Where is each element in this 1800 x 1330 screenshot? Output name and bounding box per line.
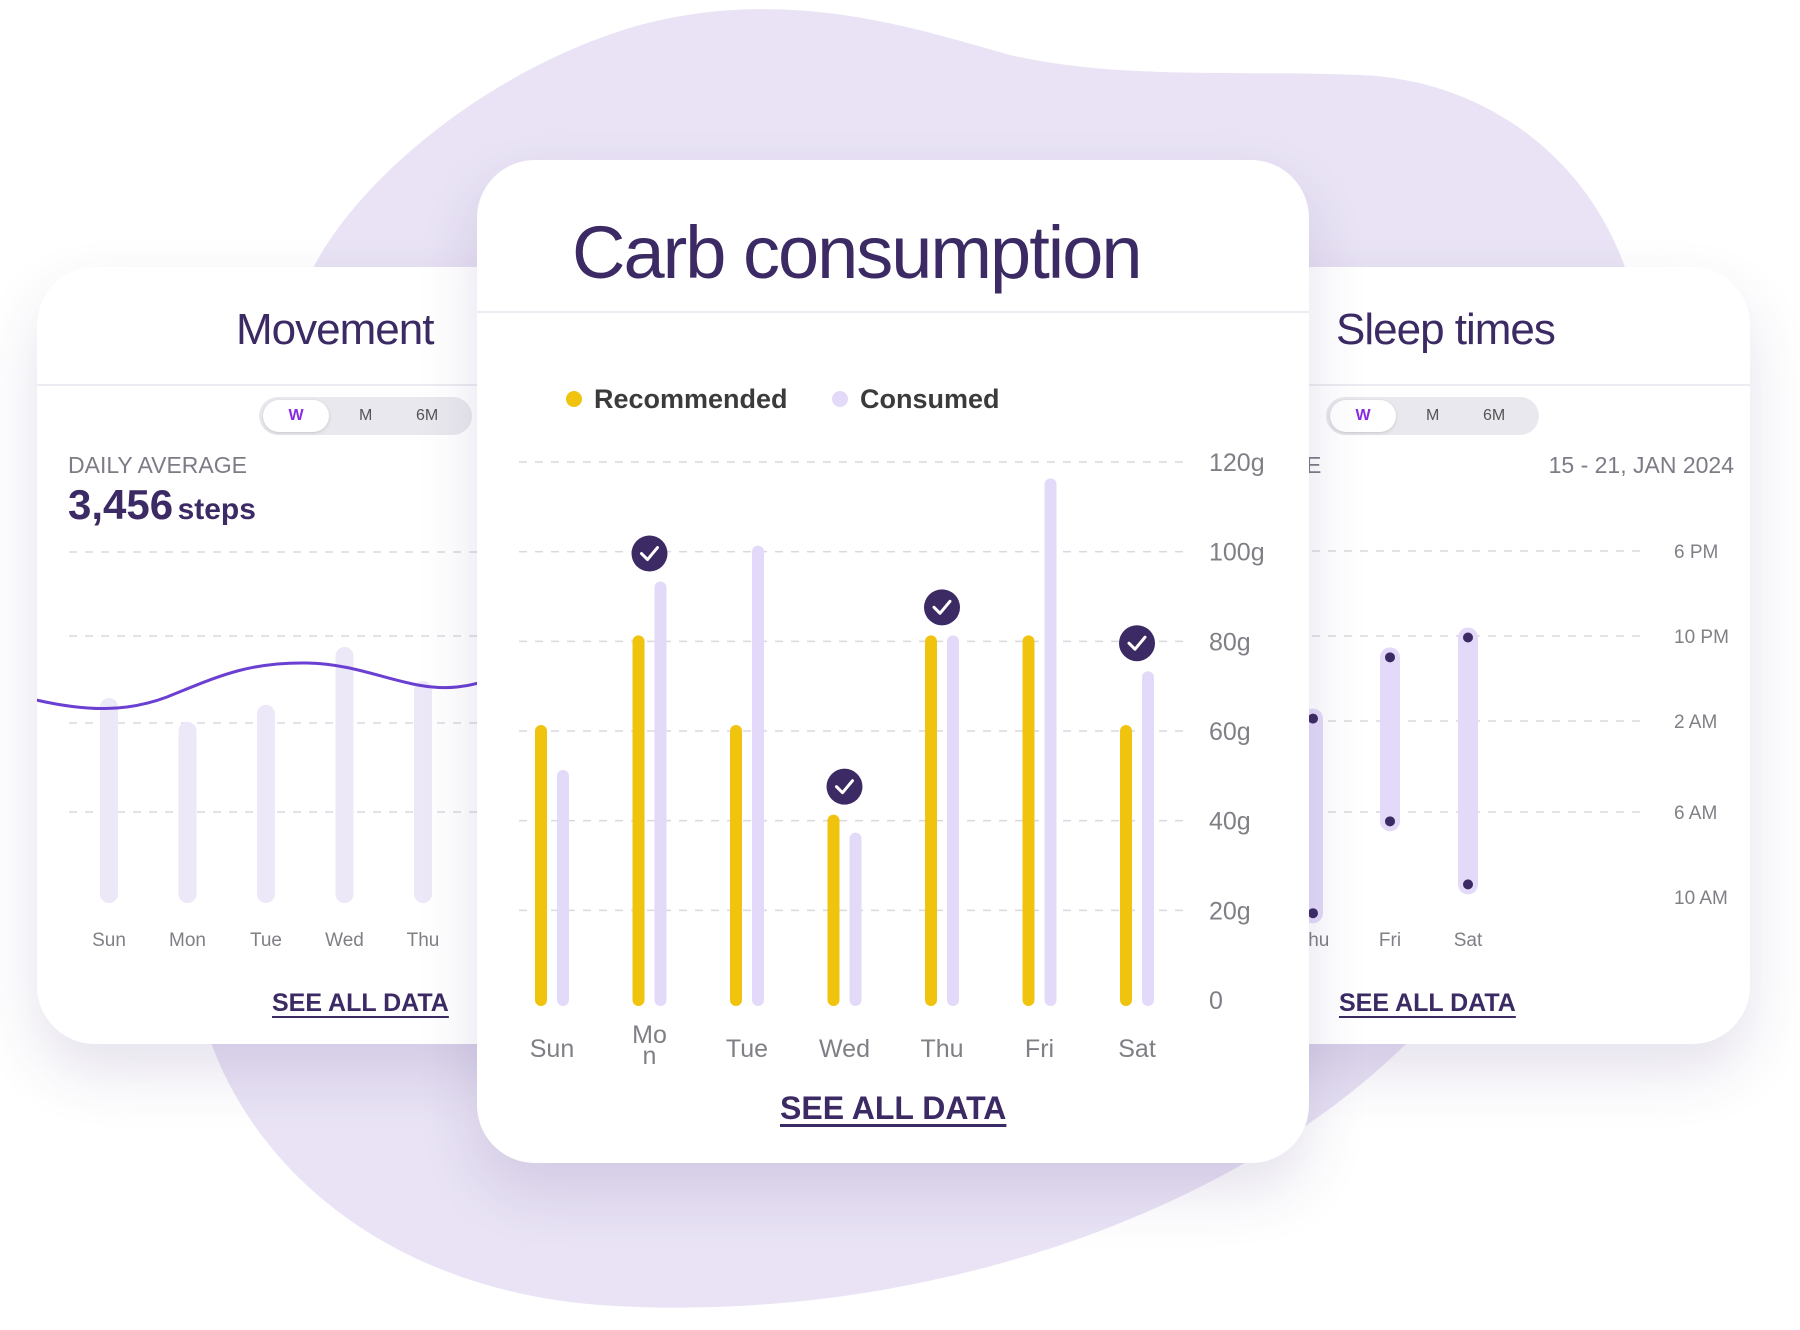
- carb-day-label: n: [643, 1042, 657, 1070]
- carb-ytick-label: 40g: [1209, 808, 1251, 836]
- movement-day-label: Thu: [407, 930, 440, 951]
- movement-day-label: Sun: [92, 930, 126, 951]
- daily-average-label: DAILY AVERAGE: [68, 452, 247, 478]
- carb-ytick-label: 0: [1209, 987, 1223, 1015]
- sleep-title: Sleep times: [1336, 305, 1556, 354]
- carb-day-label: Mo: [632, 1021, 667, 1049]
- sleep-period-selector: W M 6M: [1326, 397, 1539, 435]
- sleep-end-dot: [1463, 879, 1473, 890]
- carb-divider: [477, 311, 1309, 313]
- carb-day-label: Fri: [1025, 1035, 1054, 1063]
- movement-tab-w[interactable]: W: [263, 400, 329, 432]
- movement-day-label: Tue: [250, 930, 282, 951]
- sleep-start-dot: [1308, 713, 1318, 724]
- carb-chart: Recommended Consumed 0 20g 40g 60g 80g 100g 120…: [519, 384, 1265, 1070]
- legend-consumed-label: Consumed: [860, 384, 1000, 414]
- carb-day-label: Sat: [1118, 1035, 1156, 1063]
- sleep-time-tick: 6 PM: [1674, 542, 1718, 563]
- sleep-date-range: 15 - 21, JAN 2024: [1548, 452, 1734, 478]
- carb-day-label: Thu: [920, 1035, 963, 1063]
- steps-unit: steps: [177, 493, 256, 526]
- carb-ytick-label: 80g: [1209, 628, 1251, 656]
- check-badge-icon: [924, 589, 960, 626]
- steps-summary: 3,456 steps: [68, 481, 256, 529]
- sleep-tab-m[interactable]: M: [1426, 407, 1440, 424]
- sleep-end-dot: [1308, 908, 1318, 919]
- carb-title: Carb consumption: [572, 211, 1143, 294]
- legend-recommended-swatch: [566, 391, 582, 407]
- sleep-label-partial: E: [1306, 452, 1322, 478]
- sleep-start-dot: [1385, 652, 1395, 663]
- legend-recommended-label: Recommended: [594, 384, 788, 414]
- sleep-time-tick: 10 PM: [1674, 627, 1729, 648]
- sleep-end-dot: [1385, 816, 1395, 827]
- check-badge-icon: [1119, 625, 1155, 662]
- sleep-time-tick: 2 AM: [1674, 712, 1717, 733]
- carb-ytick-label: 60g: [1209, 718, 1251, 746]
- carb-see-all-link[interactable]: SEE ALL DATA: [780, 1090, 1007, 1126]
- movement-tab-6m[interactable]: 6M: [416, 407, 439, 424]
- movement-title: Movement: [236, 305, 434, 354]
- sleep-tab-w[interactable]: W: [1330, 400, 1396, 432]
- movement-divider: [37, 384, 597, 386]
- carb-day-label: Tue: [726, 1035, 768, 1063]
- movement-see-all-link[interactable]: SEE ALL DATA: [272, 989, 449, 1017]
- movement-day-label: Mon: [169, 930, 206, 951]
- carb-day-label: Sun: [530, 1035, 574, 1063]
- sleep-time-tick: 10 AM: [1674, 888, 1728, 909]
- sleep-divider: [1200, 384, 1750, 386]
- steps-value: 3,456: [68, 481, 174, 528]
- carb-ytick-label: 20g: [1209, 897, 1251, 925]
- carb-day-label: Wed: [819, 1035, 870, 1063]
- check-badge-icon: [631, 535, 668, 572]
- sleep-day-label: Sat: [1454, 930, 1483, 951]
- check-badge-icon: [826, 768, 863, 805]
- movement-period-selector: W M 6M: [259, 397, 472, 435]
- sleep-tab-6m[interactable]: 6M: [1483, 407, 1506, 424]
- legend-consumed-swatch: [832, 391, 848, 407]
- carb-card: Carb consumption Recommended Consumed 0 20…: [477, 160, 1309, 1163]
- carb-ytick-label: 100g: [1209, 539, 1265, 567]
- carb-ytick-label: 120g: [1209, 449, 1265, 477]
- movement-tab-m[interactable]: M: [359, 407, 373, 424]
- sleep-time-tick: 6 AM: [1674, 803, 1717, 824]
- sleep-day-label: Fri: [1379, 930, 1401, 951]
- sleep-start-dot: [1463, 632, 1473, 643]
- movement-day-label: Wed: [325, 930, 364, 951]
- sleep-see-all-link[interactable]: SEE ALL DATA: [1339, 989, 1516, 1017]
